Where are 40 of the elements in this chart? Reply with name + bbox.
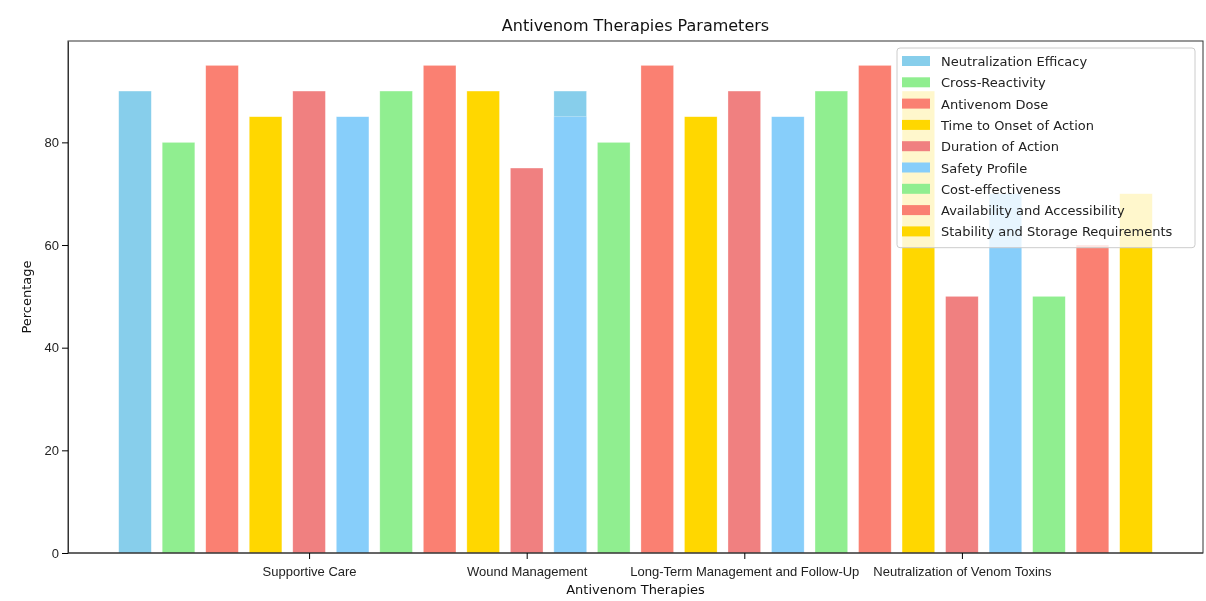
legend-label: Duration of Action (941, 139, 1059, 155)
bar (727, 90, 761, 554)
bar (684, 116, 718, 554)
bar (161, 142, 196, 554)
bar (945, 296, 979, 554)
y-tick-label: 60 (44, 237, 59, 253)
x-tick-label: Long-Term Management and Follow-Up (630, 564, 860, 580)
bar (771, 116, 805, 554)
bar (858, 65, 892, 554)
y-tick-label: 80 (44, 135, 59, 151)
bar (510, 167, 544, 554)
bar (466, 90, 500, 554)
y-axis-title: Percentage (19, 260, 34, 334)
bar (118, 90, 152, 554)
y-tick-label: 0 (51, 545, 59, 561)
y-tick-label: 40 (44, 340, 59, 356)
legend-label: Stability and Storage Requirements (941, 224, 1173, 240)
bar (379, 90, 413, 554)
legend-label: Cost-effectiveness (941, 181, 1062, 197)
legend-label: Availability and Accessibility (941, 203, 1125, 219)
x-tick-label: Wound Management (466, 564, 588, 580)
bar (814, 90, 848, 554)
legend-label: Time to Onset of Action (940, 117, 1094, 133)
legend-label: Antivenom Dose (941, 96, 1049, 112)
x-tick-label: Supportive Care (262, 564, 357, 580)
bar (292, 90, 326, 554)
bar (248, 116, 283, 554)
bar (205, 65, 239, 554)
bar (423, 65, 457, 554)
bar (335, 116, 370, 554)
chart-title: Antivenom Therapies Parameters (501, 16, 770, 35)
legend-label: Neutralization Efficacy (941, 54, 1088, 69)
x-axis-title: Antivenom Therapies (566, 582, 706, 597)
bar (1032, 296, 1066, 554)
legend-label: Safety Profile (941, 160, 1028, 176)
y-tick-label: 20 (44, 443, 59, 458)
x-tick-label: Neutralization of Venom Toxins (873, 564, 1053, 580)
legend-label: Cross-Reactivity (941, 75, 1046, 91)
bar (640, 65, 674, 554)
bar (597, 142, 631, 554)
